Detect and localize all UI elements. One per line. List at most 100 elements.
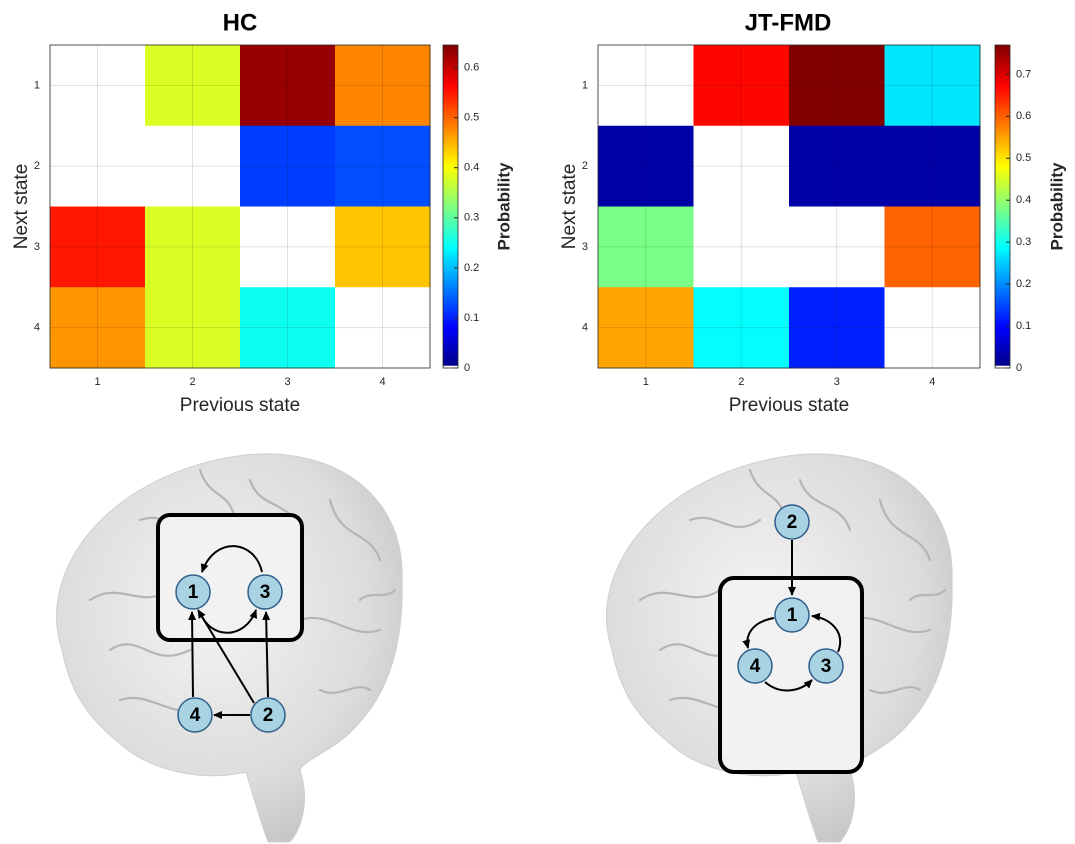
colorbar-tick-label: 0.5 — [1016, 152, 1031, 164]
colorbar-segment — [995, 295, 1010, 298]
colorbar-segment — [995, 252, 1010, 255]
colorbar-segment — [995, 207, 1010, 210]
colorbar-segment — [995, 276, 1010, 279]
colorbar-segment — [995, 363, 1010, 366]
colorbar-segment — [995, 287, 1010, 290]
colorbar-segment — [443, 344, 458, 347]
colorbar-segment — [443, 110, 458, 113]
y-tick-label: 3 — [582, 241, 588, 253]
colorbar-segment — [995, 196, 1010, 199]
colorbar-segment — [443, 349, 458, 352]
node-label: 1 — [787, 605, 798, 626]
colorbar-segment — [443, 99, 458, 102]
colorbar-segment — [443, 338, 458, 341]
colorbar-segment — [443, 268, 458, 271]
colorbar-segment — [443, 172, 458, 175]
x-tick-label: 2 — [738, 376, 744, 388]
chart-title: JT-FMD — [745, 9, 832, 36]
colorbar-segment — [995, 50, 1010, 53]
colorbar-segment — [443, 131, 458, 134]
colorbar-segment — [443, 61, 458, 64]
colorbar-segment — [995, 185, 1010, 188]
colorbar-segment — [443, 301, 458, 304]
colorbar-segment — [995, 102, 1010, 105]
colorbar-segment — [995, 352, 1010, 355]
node-label: 4 — [750, 656, 761, 677]
chart-title: HC — [223, 9, 258, 36]
colorbar-segment — [443, 322, 458, 325]
colorbar-segment — [443, 355, 458, 358]
colorbar-segment — [995, 357, 1010, 360]
colorbar-segment — [443, 80, 458, 83]
colorbar-segment — [995, 250, 1010, 253]
colorbar-segment — [443, 182, 458, 185]
colorbar-segment — [443, 163, 458, 166]
colorbar-segment — [995, 314, 1010, 317]
colorbar-segment — [995, 126, 1010, 129]
colorbar-segment — [995, 137, 1010, 140]
colorbar-segment — [443, 169, 458, 172]
colorbar-segment — [443, 212, 458, 215]
colorbar-segment — [995, 223, 1010, 226]
colorbar-segment — [995, 64, 1010, 67]
colorbar-segment — [995, 80, 1010, 83]
y-tick-label: 3 — [34, 241, 40, 253]
colorbar-segment — [443, 107, 458, 110]
colorbar-segment — [995, 93, 1010, 96]
colorbar-segment — [995, 190, 1010, 193]
colorbar-segment — [995, 330, 1010, 333]
colorbar-segment — [995, 268, 1010, 271]
colorbar-segment — [995, 174, 1010, 177]
colorbar-tick-label: 0.1 — [464, 312, 479, 324]
colorbar-segment — [995, 128, 1010, 131]
colorbar-segment — [443, 45, 458, 48]
colorbar-segment — [443, 285, 458, 288]
colorbar-segment — [443, 247, 458, 250]
colorbar-segment — [995, 201, 1010, 204]
colorbar-segment — [995, 85, 1010, 88]
colorbar-segment — [995, 91, 1010, 94]
colorbar-segment — [443, 352, 458, 355]
colorbar-segment — [443, 174, 458, 177]
colorbar-segment — [443, 314, 458, 317]
colorbar-segment — [443, 244, 458, 247]
colorbar-segment — [443, 336, 458, 339]
node-label: 2 — [787, 512, 798, 533]
colorbar-segment — [443, 88, 458, 91]
colorbar-segment — [443, 252, 458, 255]
colorbar-segment — [443, 363, 458, 366]
node: 3 — [248, 575, 282, 609]
colorbar-segment — [443, 290, 458, 293]
colorbar-segment — [443, 190, 458, 193]
colorbar-segment — [443, 223, 458, 226]
colorbar-segment — [443, 236, 458, 239]
colorbar-segment — [443, 263, 458, 266]
colorbar-segment — [443, 207, 458, 210]
heatmap: 12341234HCPrevious stateNext state00.10.… — [11, 9, 513, 416]
colorbar-segment — [443, 260, 458, 263]
colorbar-segment — [443, 311, 458, 314]
colorbar-segment — [443, 360, 458, 363]
colorbar-segment — [443, 198, 458, 201]
colorbar-segment — [443, 325, 458, 328]
colorbar-segment — [995, 266, 1010, 269]
colorbar-segment — [995, 255, 1010, 258]
colorbar-segment — [443, 161, 458, 164]
colorbar-segment — [443, 75, 458, 78]
colorbar-segment — [995, 134, 1010, 137]
colorbar-segment — [443, 91, 458, 94]
colorbar-segment — [995, 360, 1010, 363]
colorbar-segment — [443, 193, 458, 196]
colorbar-segment — [443, 328, 458, 331]
colorbar-segment — [443, 72, 458, 75]
colorbar-segment — [443, 225, 458, 228]
colorbar-segment — [443, 188, 458, 191]
colorbar-segment — [995, 317, 1010, 320]
colorbar-segment — [443, 204, 458, 207]
colorbar-segment — [995, 96, 1010, 99]
colorbar-segment — [443, 333, 458, 336]
colorbar-segment — [995, 61, 1010, 64]
colorbar-segment — [443, 209, 458, 212]
colorbar-segment — [443, 128, 458, 131]
colorbar-segment — [443, 239, 458, 242]
